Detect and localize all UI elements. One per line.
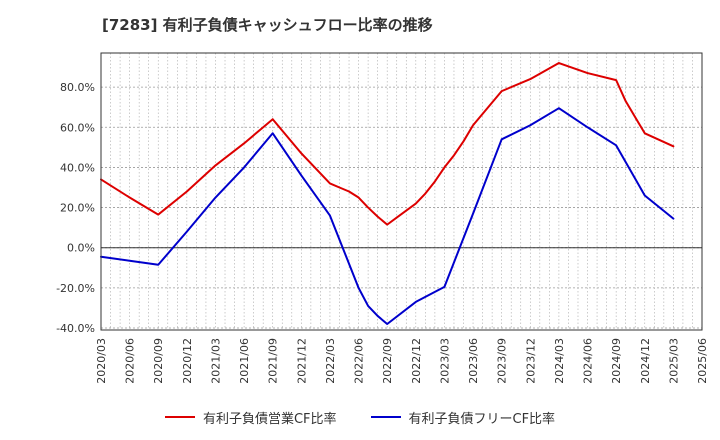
chart-title: [7283] 有利子負債キャッシュフロー比率の推移 — [102, 16, 433, 34]
x-tick-label: 2023/12 — [524, 338, 537, 384]
series-line-1 — [100, 107, 675, 325]
y-tick-label: 60.0% — [60, 121, 95, 134]
x-tick-label: 2021/09 — [267, 338, 280, 384]
x-tick-label: 2022/12 — [410, 338, 423, 384]
legend-swatch-red — [164, 416, 195, 418]
x-tick-label: 2024/12 — [639, 338, 652, 384]
series-layer — [100, 62, 675, 325]
y-tick-label: 0.0% — [67, 242, 95, 255]
x-tick-label: 2023/09 — [496, 338, 509, 384]
y-tick-label: 20.0% — [60, 202, 95, 215]
x-tick-label: 2024/06 — [582, 338, 595, 384]
x-tick-label: 2022/06 — [353, 338, 366, 384]
x-tick-label: 2020/09 — [152, 338, 165, 384]
x-tick-label: 2023/03 — [438, 338, 451, 384]
x-tick-label: 2021/03 — [209, 338, 222, 384]
y-tick-label: 80.0% — [60, 81, 95, 94]
x-tick-label: 2025/03 — [667, 338, 680, 384]
x-tick-label: 2021/06 — [238, 338, 251, 384]
grid-layer — [100, 53, 703, 330]
y-tick-label: 40.0% — [60, 161, 95, 174]
legend-swatch-blue — [370, 416, 401, 418]
x-tick-label: 2022/03 — [324, 338, 337, 384]
series-line-0 — [100, 62, 675, 226]
legend: 有利子負債営業CF比率 有利子負債フリーCF比率 — [0, 405, 720, 429]
x-tick-label: 2023/06 — [467, 338, 480, 384]
legend-label-free-cf: 有利子負債フリーCF比率 — [408, 411, 556, 427]
y-tick-label: -20.0% — [56, 282, 95, 295]
x-tick-label: 2024/09 — [610, 338, 623, 384]
legend-item-operating-cf: 有利子負債営業CF比率 — [164, 408, 337, 427]
x-tick-label: 2020/03 — [95, 338, 108, 384]
x-tick-label: 2020/12 — [181, 338, 194, 384]
x-tick-label: 2020/06 — [124, 338, 137, 384]
x-axis-ticks: 2020/03 2020/06 2020/09 2020/12 2021/03 2021/… — [95, 338, 709, 384]
legend-item-free-cf: 有利子負債フリーCF比率 — [370, 408, 556, 427]
x-tick-label: 2021/12 — [295, 338, 308, 384]
x-tick-label: 2022/09 — [381, 338, 394, 384]
y-axis-ticks: -40.0% -20.0% 0.0% 20.0% 40.0% 60.0% 80.0% — [56, 81, 95, 335]
x-tick-label: 2025/06 — [696, 338, 709, 384]
x-tick-label: 2024/03 — [553, 338, 566, 384]
plot-border — [100, 52, 703, 331]
y-tick-label: -40.0% — [56, 322, 95, 335]
legend-label-operating-cf: 有利子負債営業CF比率 — [202, 411, 337, 427]
plot-area — [101, 53, 702, 330]
